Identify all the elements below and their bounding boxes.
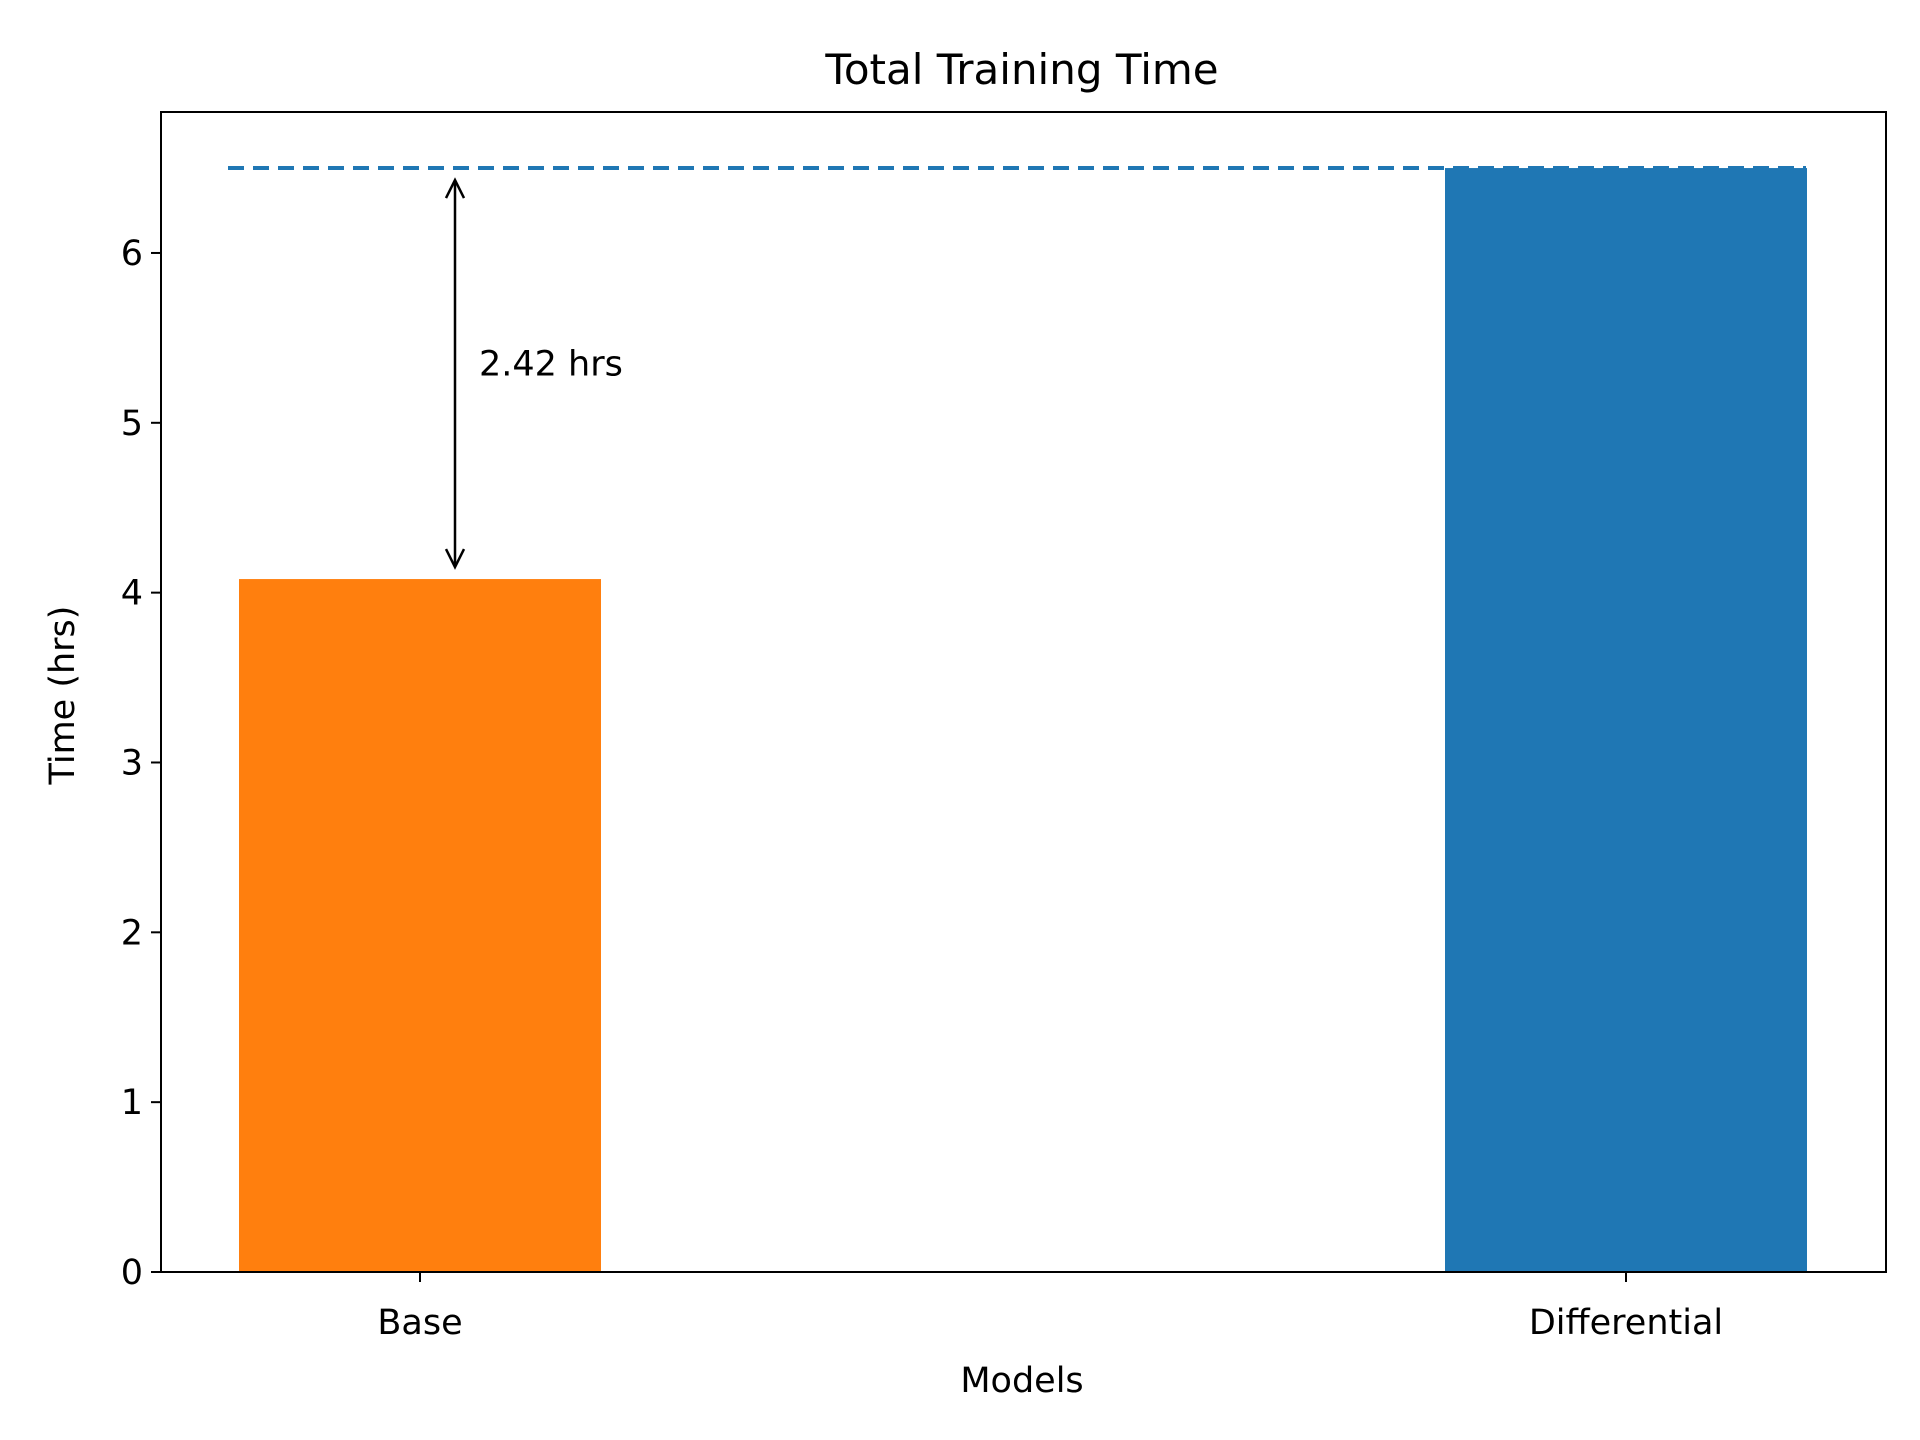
- plot-area: 2.42 hrs 0 1 2 3 4 5 6 Base Differential: [121, 111, 1887, 1343]
- y-tick-label: 3: [121, 743, 143, 783]
- y-tick-label: 1: [121, 1083, 143, 1123]
- x-axis-label: Models: [960, 1361, 1083, 1401]
- plot-frame: [160, 111, 1887, 1273]
- y-tick-label: 2: [121, 913, 143, 953]
- y-tick-label: 5: [121, 404, 143, 444]
- x-tick-label-differential: Differential: [1529, 1303, 1723, 1343]
- y-tick-label: 0: [121, 1253, 143, 1293]
- annotation-arrowhead-top: [444, 177, 466, 199]
- bar-differential: [1445, 168, 1807, 1272]
- annotation-arrowhead-bottom: [444, 548, 466, 570]
- bar-base: [239, 579, 601, 1272]
- y-tick-label: 6: [121, 234, 143, 274]
- y-axis-label: Time (hrs): [43, 606, 83, 786]
- x-tick-label-base: Base: [377, 1303, 462, 1343]
- chart-title: Total Training Time: [824, 45, 1218, 94]
- annotation-label: 2.42 hrs: [479, 345, 623, 385]
- y-tick-label: 4: [121, 574, 143, 614]
